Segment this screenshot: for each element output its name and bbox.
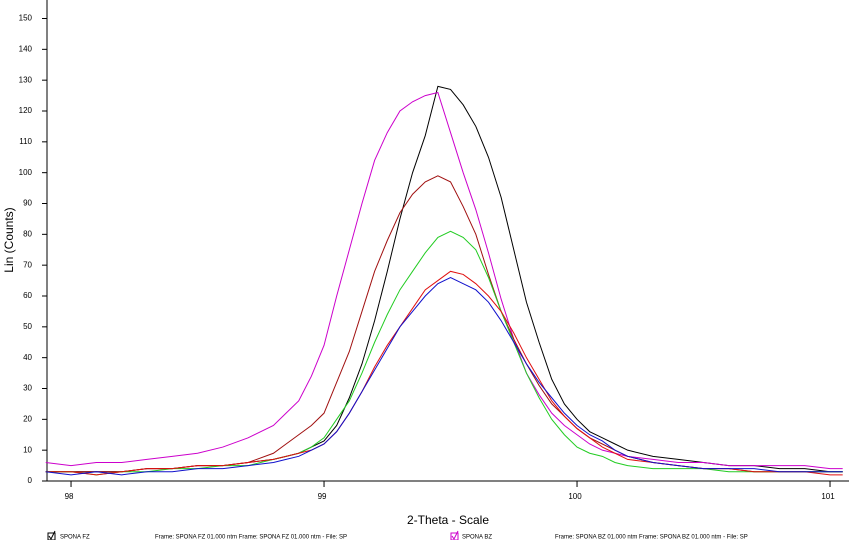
x-tick-label: 100 — [568, 492, 582, 501]
y-tick-label: 10 — [23, 445, 32, 454]
series-line — [45, 230, 843, 476]
x-tick-label: 99 — [318, 492, 327, 501]
y-tick-label: 140 — [19, 44, 33, 53]
y-tick-label: 60 — [23, 291, 32, 300]
legend-check — [48, 530, 56, 540]
legend-label: SPONA FZ — [60, 535, 90, 540]
y-tick-label: 80 — [23, 229, 32, 238]
series-line — [45, 175, 843, 473]
y-tick-label: 110 — [19, 137, 32, 146]
legend-label: SPONA BZ — [462, 535, 492, 540]
y-tick-label: 30 — [23, 384, 32, 393]
y-tick-label: 100 — [19, 168, 33, 177]
y-tick-label: 90 — [23, 199, 32, 208]
x-tick-label: 98 — [65, 492, 74, 501]
y-tick-label: 150 — [19, 14, 33, 23]
y-tick-label: 0 — [28, 476, 33, 485]
legend-detail: Frame: SPONA FZ 01.000 ntm Frame: SPONA … — [155, 535, 347, 540]
legend-check — [451, 530, 459, 540]
y-tick-label: 40 — [23, 353, 32, 362]
y-tick-label: 120 — [19, 106, 33, 115]
y-tick-label: 20 — [23, 414, 32, 423]
legend-detail: Frame: SPONA BZ 01.000 ntm Frame: SPONA … — [555, 535, 748, 540]
y-tick-label: 50 — [23, 322, 32, 331]
series-line — [45, 91, 843, 470]
legend-swatch — [47, 532, 56, 540]
y-axis-title: Lin (Counts) — [2, 207, 16, 272]
series-line — [45, 85, 843, 473]
series-line — [45, 270, 843, 476]
x-tick-label: 101 — [821, 492, 835, 501]
series-line — [45, 276, 843, 476]
y-tick-label: 130 — [19, 75, 33, 84]
legend-swatch — [450, 532, 459, 540]
y-tick-label: 70 — [23, 260, 32, 269]
x-axis-title: 2-Theta - Scale — [407, 513, 489, 527]
